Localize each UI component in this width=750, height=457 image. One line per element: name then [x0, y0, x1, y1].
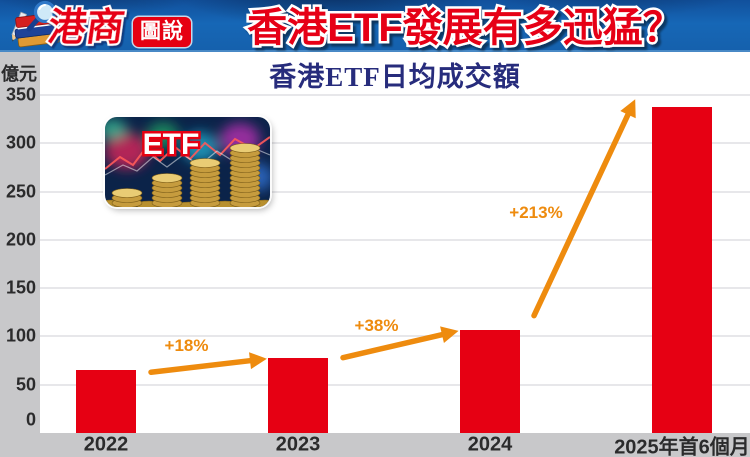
grid-line: [40, 383, 750, 386]
y-tick-label: 200: [5, 229, 36, 250]
brand-logo: 港商 圖說: [0, 0, 210, 54]
header-banner: 港商 圖說 香港ETF發展有多迅猛？: [0, 0, 750, 52]
y-tick-label: 150: [5, 277, 36, 298]
header-title-graphic: 香港ETF發展有多迅猛？: [245, 4, 686, 53]
etf-photo: ETF: [105, 117, 270, 207]
x-axis: 2022 2023 2024 2025年首6個月: [0, 433, 750, 457]
y-tick-label: 300: [5, 132, 36, 153]
chart-title: 香港ETF日均成交額: [269, 62, 521, 92]
x-tick-label: 2023: [275, 433, 321, 456]
growth-arrow-head: [249, 352, 267, 370]
x-tick-label: 2024: [467, 433, 513, 456]
x-tick-label: 2025年首6個月: [614, 436, 750, 457]
y-tick-label: 350: [5, 84, 36, 105]
grid-line: [40, 94, 750, 96]
grid-line: [40, 238, 750, 241]
bar: [76, 370, 136, 433]
y-tick-label: 100: [5, 325, 36, 346]
brand-badge: 圖說: [133, 17, 191, 47]
etf-photo-graphic: ETF: [105, 117, 270, 207]
grid-line: [40, 287, 750, 290]
brand-wordmark: 港商: [43, 4, 129, 51]
y-tick-label: 0: [25, 409, 36, 430]
grid-line: [40, 190, 750, 193]
bar: [652, 106, 712, 433]
bar: [268, 357, 328, 433]
y-tick-label: 50: [15, 374, 36, 395]
growth-label: +38%: [354, 316, 399, 336]
growth-label: +213%: [509, 203, 563, 223]
y-axis-unit-label: 億元: [1, 64, 37, 84]
growth-arrow-head: [620, 99, 636, 119]
plot-area: 香港ETF日均成交額: [40, 52, 750, 433]
y-axis: 億元 0 50 100 150 200 250 300 350: [0, 52, 40, 433]
grid-line: [40, 142, 750, 145]
growth-label: +18%: [164, 336, 209, 356]
growth-arrows-layer: [148, 99, 636, 375]
brand-text: 港商: [45, 6, 127, 49]
books-magnifier-icon: [11, 0, 60, 48]
x-tick-label: 2022: [83, 433, 129, 456]
growth-arrow: [148, 357, 253, 375]
bar: [460, 329, 520, 433]
stock-line: [105, 136, 270, 170]
etf-photo-caption: ETF: [143, 128, 200, 161]
y-tick-label: 250: [5, 181, 36, 202]
growth-arrow: [340, 331, 445, 361]
coin-stacks-icon: [105, 143, 270, 207]
page-title: 香港ETF發展有多迅猛？: [247, 6, 683, 50]
